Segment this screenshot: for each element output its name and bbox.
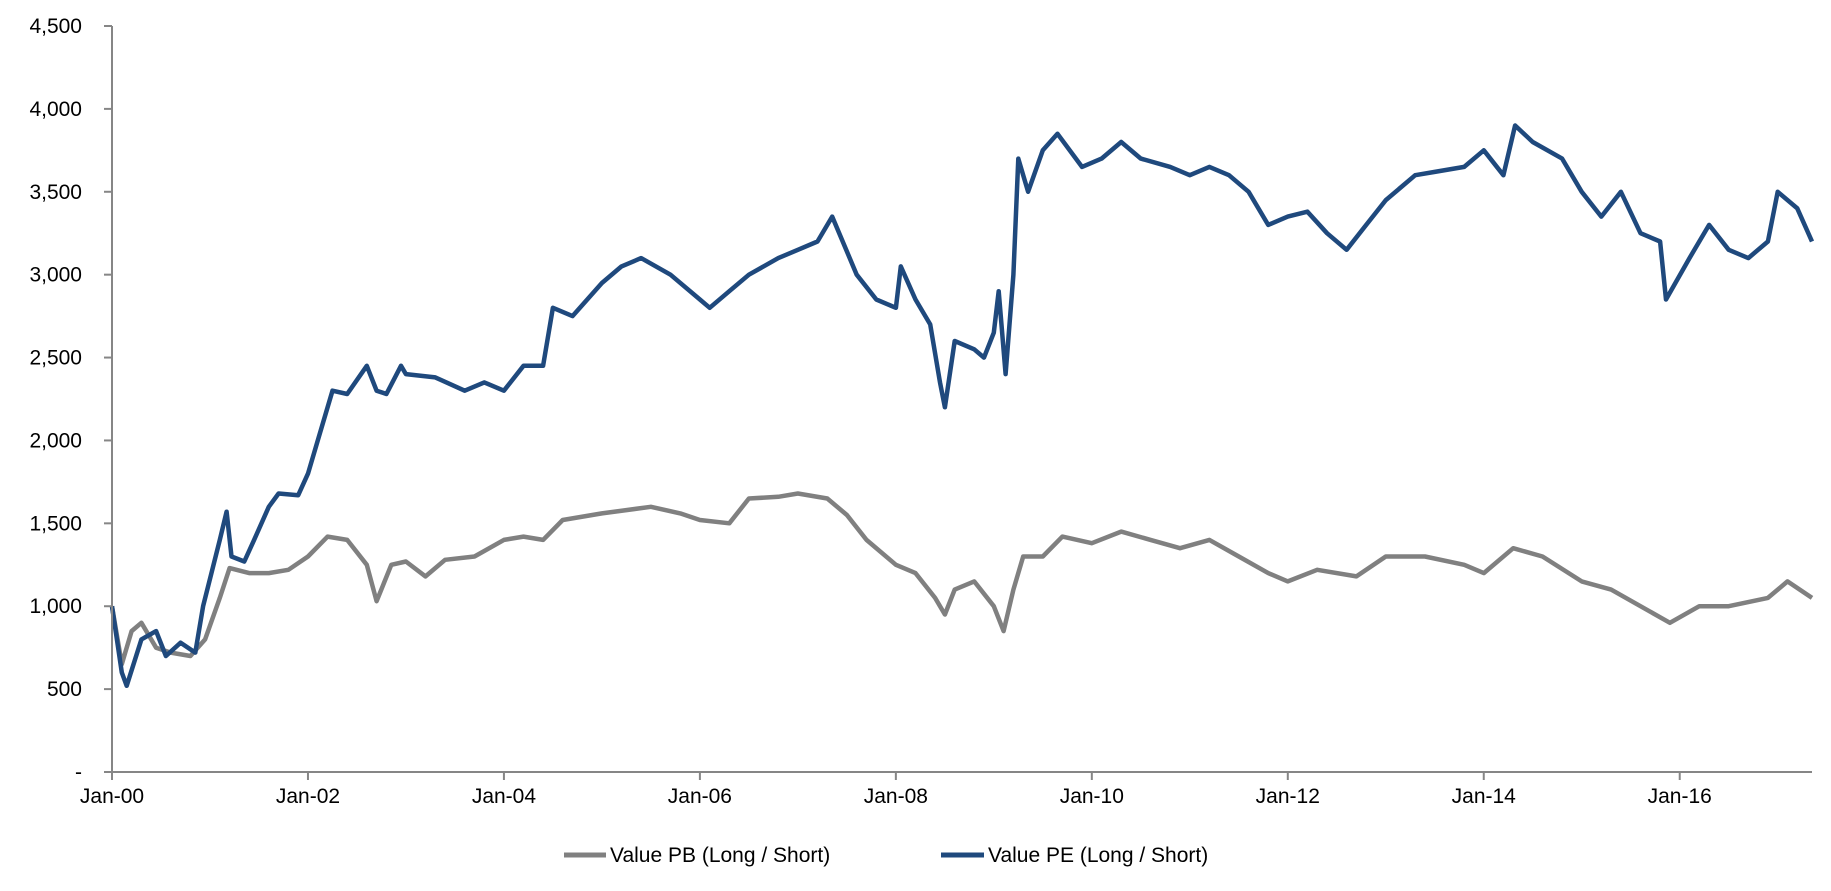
x-tick-label: Jan-06 <box>668 785 732 808</box>
series-line-pe <box>109 123 1815 689</box>
x-tick-label: Jan-08 <box>864 785 928 808</box>
x-tick-label: Jan-10 <box>1060 785 1124 808</box>
x-tick-label: Jan-00 <box>80 785 144 808</box>
x-tick-label: Jan-14 <box>1452 785 1517 808</box>
y-ticks: - 500 1,000 1,500 2,000 2,500 3,000 3,500 4,000 4… <box>29 15 112 784</box>
series-layer <box>109 123 1815 689</box>
y-tick-label: 4,500 <box>29 15 82 38</box>
legend-label-pb: Value PB (Long / Short) <box>610 844 830 867</box>
x-tick-label: Jan-02 <box>276 785 340 808</box>
legend-item-pb[interactable]: Value PB (Long / Short) <box>564 844 830 867</box>
y-tick-label: 1,000 <box>29 595 82 618</box>
y-tick-label: 3,000 <box>29 264 82 287</box>
x-tick-label: Jan-12 <box>1256 785 1320 808</box>
y-tick-label: 1,500 <box>29 512 82 535</box>
y-tick-label: - <box>75 761 82 784</box>
series-line-pb <box>109 491 1814 667</box>
y-tick-label: 4,000 <box>29 98 82 121</box>
x-ticks: Jan-00 Jan-02 Jan-04 Jan-06 Jan-08 Jan-10 Jan-… <box>80 772 1712 808</box>
y-tick-label: 3,500 <box>29 181 82 204</box>
y-tick-label: 2,500 <box>29 347 82 370</box>
legend: Value PB (Long / Short) Value PE (Long /… <box>564 844 1208 867</box>
legend-label-pe: Value PE (Long / Short) <box>988 844 1208 867</box>
y-tick-label: 2,000 <box>29 429 82 452</box>
x-tick-label: Jan-04 <box>472 785 537 808</box>
x-tick-label: Jan-16 <box>1648 785 1712 808</box>
y-tick-label: 500 <box>47 678 82 701</box>
legend-item-pe[interactable]: Value PE (Long / Short) <box>941 844 1208 867</box>
